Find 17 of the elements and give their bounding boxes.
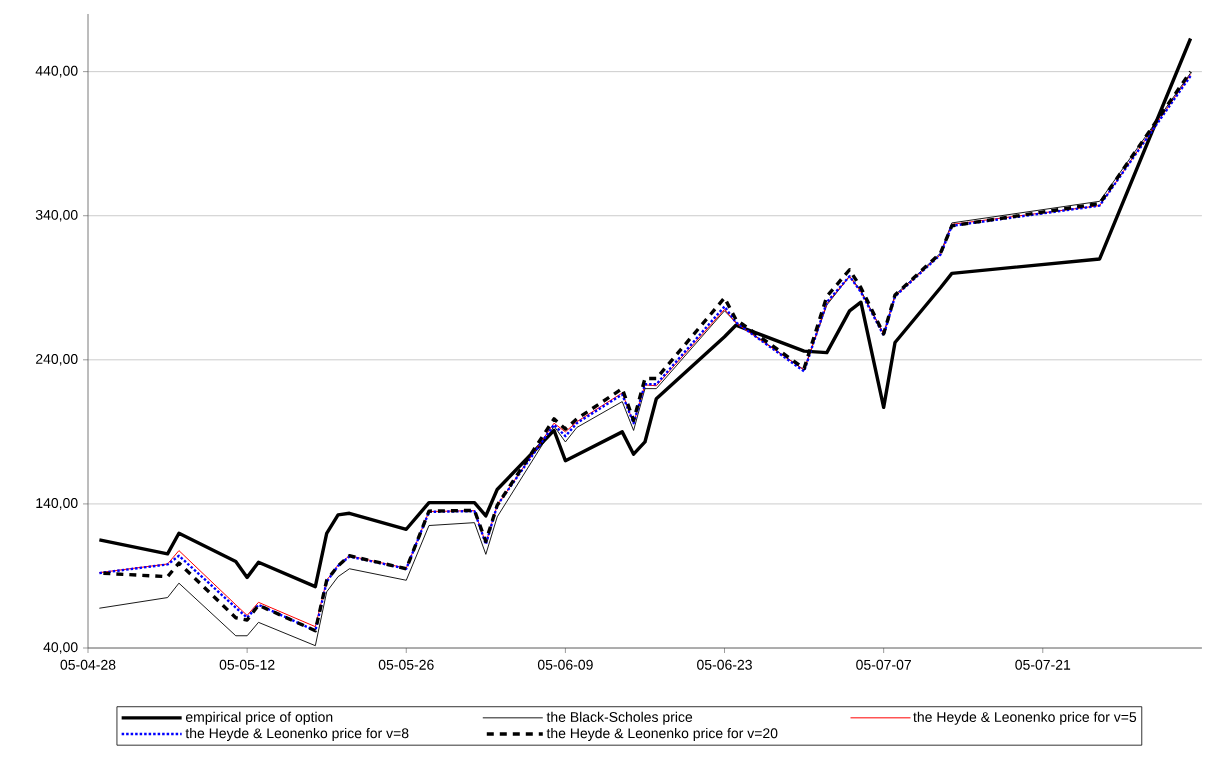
x-tick-label: 05-05-12 [219, 659, 275, 670]
y-tick-label: 140,00 [36, 498, 78, 510]
x-tick-label: 05-05-26 [378, 659, 434, 670]
x-tick-label: 05-06-09 [537, 659, 593, 670]
x-tick-label: 05-07-21 [1015, 659, 1071, 670]
legend-label: empirical price of option [185, 711, 333, 725]
legend-label: the Black-Scholes price [546, 711, 693, 725]
y-tick-label: 440,00 [35, 65, 78, 78]
x-tick-label: 05-06-23 [697, 659, 752, 670]
y-tick-label: 340,00 [35, 209, 78, 222]
legend-label: the Heyde & Leonenko price for v=5 [913, 711, 1137, 725]
x-tick-label: 05-04-28 [60, 659, 116, 670]
y-tick-label: 240,00 [36, 354, 78, 366]
legend-label: the Heyde & Leonenko price for v=8 [185, 727, 409, 741]
x-tick-label: 05-07-07 [856, 659, 911, 670]
y-tick-label: 40,00 [43, 642, 78, 654]
legend-label: the Heyde & Leonenko price for v=20 [546, 727, 778, 741]
